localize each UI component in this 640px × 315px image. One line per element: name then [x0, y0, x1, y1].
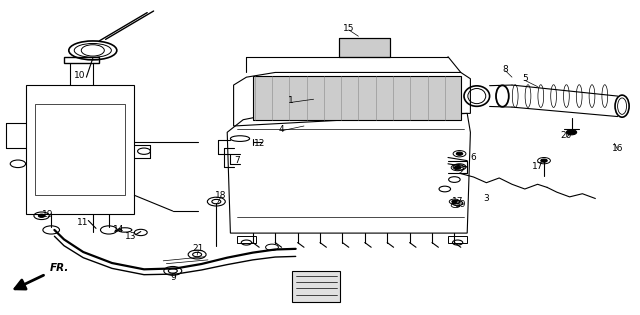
Bar	[339, 38, 390, 57]
Bar	[35, 104, 125, 195]
Text: 7: 7	[234, 156, 239, 165]
Circle shape	[452, 201, 463, 206]
Text: 10: 10	[74, 71, 86, 80]
Circle shape	[454, 166, 461, 169]
Bar	[339, 38, 390, 57]
Text: FR.: FR.	[50, 263, 69, 273]
Circle shape	[193, 252, 202, 257]
Text: 20: 20	[561, 131, 572, 140]
Text: 21: 21	[193, 244, 204, 253]
Text: 19: 19	[42, 210, 54, 219]
Circle shape	[212, 199, 221, 204]
Text: 13: 13	[125, 232, 137, 241]
Text: 12: 12	[253, 139, 265, 148]
Circle shape	[38, 214, 45, 217]
Circle shape	[168, 269, 177, 273]
Text: 6: 6	[471, 153, 476, 162]
Bar	[64, 57, 99, 63]
Circle shape	[439, 186, 451, 192]
Text: 5: 5	[522, 74, 527, 83]
Circle shape	[449, 177, 460, 182]
Text: 2: 2	[458, 167, 463, 176]
Text: 18: 18	[215, 191, 227, 200]
Text: 17: 17	[532, 163, 543, 171]
Text: 3: 3	[484, 194, 489, 203]
Polygon shape	[253, 76, 461, 120]
Text: 9: 9	[170, 273, 175, 282]
Text: 14: 14	[113, 226, 124, 234]
Circle shape	[566, 130, 577, 135]
Text: 4: 4	[279, 125, 284, 134]
Circle shape	[541, 159, 547, 162]
Text: 15: 15	[343, 24, 355, 33]
Text: 1: 1	[289, 96, 294, 105]
Text: 19: 19	[455, 200, 467, 209]
Bar	[292, 271, 340, 302]
Circle shape	[456, 152, 463, 155]
Text: 8: 8	[503, 65, 508, 74]
Text: 17: 17	[452, 197, 463, 206]
Text: 16: 16	[612, 144, 623, 152]
Circle shape	[452, 200, 457, 203]
Text: 11: 11	[77, 218, 89, 226]
